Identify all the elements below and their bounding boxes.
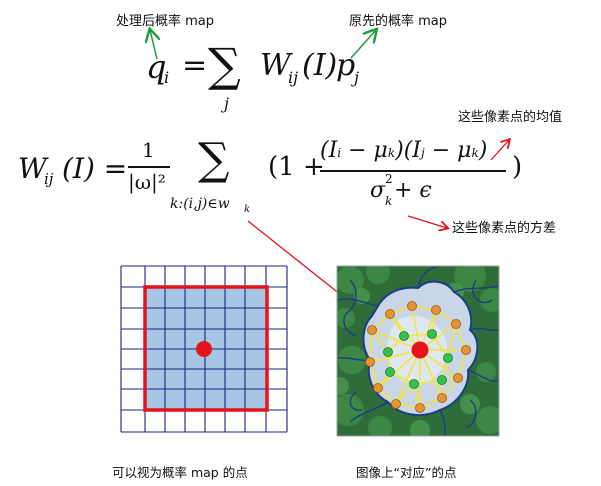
formula2-frac-num: 1: [142, 138, 155, 162]
formula2-close: ): [512, 152, 523, 182]
numerator-part-1: (I: [320, 138, 338, 163]
formula1-arg: (I): [302, 48, 338, 83]
numerator-sub-j: j: [420, 146, 425, 160]
image-frame: [336, 265, 500, 437]
formula2-lhs-sub: ij: [44, 170, 54, 188]
right-caption: 图像上“对应”的点: [356, 465, 457, 480]
formula1-w-sub: ij: [288, 68, 299, 87]
formula1-equals: =: [182, 48, 208, 83]
variance-note: 这些像素点的方差: [452, 221, 557, 236]
numerator-sub-k2: k: [471, 146, 479, 160]
center-dot: [196, 341, 212, 357]
numerator-sub-k: k: [387, 146, 396, 160]
formula2-sum-index-sub: k: [244, 204, 251, 215]
formula1-sum-index: j: [224, 94, 229, 113]
numerator-sub-i: i: [337, 146, 342, 160]
formula1-w: W: [260, 48, 291, 83]
numerator-part-3: )(I: [395, 138, 421, 163]
mean-note: 这些像素点的均值: [458, 110, 563, 125]
formula2-lhs: W: [18, 152, 47, 185]
formula1-lhs-sub: i: [164, 68, 170, 87]
denominator-sigma: σ: [370, 178, 386, 203]
processed-map-arrow: [150, 30, 157, 60]
left-caption: 可以视为概率 map 的点: [112, 465, 248, 480]
formula2-frac-bar: [128, 166, 170, 168]
mean-arrow: [490, 140, 509, 161]
formula2-sum-index: k:(i,j)∈w: [170, 196, 230, 212]
formula2-frac-den: |ω|²: [128, 170, 166, 194]
formula1-p-sub: j: [354, 68, 359, 87]
denominator-sub: k: [385, 194, 393, 208]
numerator-part-2: − μ: [341, 138, 388, 163]
formula2-numerator: (Ii − μk)(Ij − μk): [320, 138, 520, 168]
original-map-label: 原先的概率 map: [349, 14, 448, 29]
original-map-arrow: [350, 30, 376, 59]
formula1-p: p: [336, 48, 356, 83]
denominator-sup: 2: [385, 172, 393, 186]
numerator-part-4: − μ: [424, 138, 472, 163]
window-border: [143, 285, 269, 412]
formula2-sum: ∑: [198, 134, 230, 185]
image-center-dot: [411, 341, 429, 359]
formula2-open: (1 +: [268, 152, 325, 182]
formula-q-i: q i = ∑ j W ij (I) p j: [142, 38, 372, 124]
variance-arrow: [407, 215, 447, 228]
neighbor-nodes: [365, 301, 471, 413]
denominator-rest: + ϵ: [394, 178, 432, 203]
processed-map-label: 处理后概率 map: [116, 14, 215, 29]
formula2-denominator: σ 2 k + ϵ: [370, 172, 490, 212]
segmented-image: [337, 266, 499, 436]
numerator-part-5: ): [478, 138, 488, 163]
formula2-lhs-arg: (I) =: [62, 152, 128, 185]
formula1-lhs: q: [146, 48, 167, 86]
formula2-main-frac-bar: [320, 170, 506, 172]
probability-grid: [120, 265, 288, 433]
formula1-sum: ∑: [208, 38, 241, 92]
formula-w-ij: W ij (I) = 1 |ω|² ∑ k:(i,j)∈w k (1 + (Ii…: [18, 134, 528, 218]
